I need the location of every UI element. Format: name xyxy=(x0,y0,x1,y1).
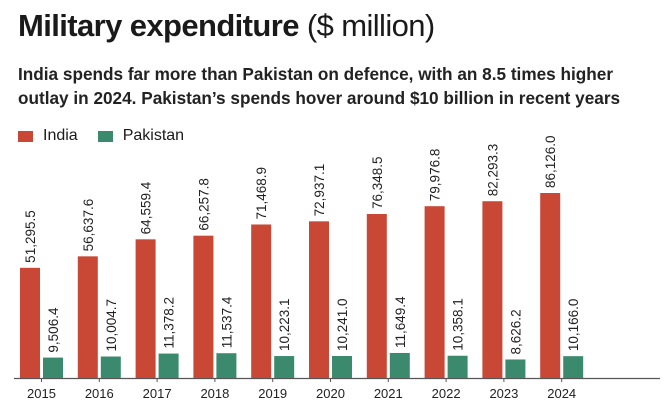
data-label-pakistan-2023: 8,626.2 xyxy=(508,309,523,354)
data-label-india-2018: 66,257.8 xyxy=(196,178,211,231)
bar-pakistan-2024 xyxy=(563,356,584,378)
data-label-india-2016: 56,637.6 xyxy=(81,199,96,252)
data-label-pakistan-2022: 10,358.1 xyxy=(451,298,466,351)
chart-subtitle: India spends far more than Pakistan on d… xyxy=(18,64,621,108)
legend-item-pakistan: Pakistan xyxy=(97,127,185,145)
x-tick-label-2018: 2018 xyxy=(200,386,229,401)
data-label-india-2022: 79,976.8 xyxy=(428,149,443,202)
x-tick-label-2024: 2024 xyxy=(547,386,576,401)
x-tick-label-2016: 2016 xyxy=(85,386,114,401)
bar-india-2023 xyxy=(482,201,503,378)
bar-pakistan-2017 xyxy=(158,353,179,378)
data-label-pakistan-2024: 10,166.0 xyxy=(566,299,581,352)
bar-india-2024 xyxy=(540,193,561,378)
data-label-india-2024: 86,126.0 xyxy=(543,135,558,188)
chart-title: Military expenditure ($ million) xyxy=(18,8,435,44)
legend-item-india: India xyxy=(18,127,78,145)
bar-pakistan-2019 xyxy=(274,356,295,378)
bar-india-2020 xyxy=(309,221,329,378)
data-label-pakistan-2017: 11,378.2 xyxy=(162,297,177,349)
x-tick-label-2021: 2021 xyxy=(374,386,403,401)
bar-india-2016 xyxy=(77,256,98,378)
x-tick-label-2019: 2019 xyxy=(258,386,287,401)
data-label-india-2017: 64,559.4 xyxy=(139,181,154,234)
data-label-india-2023: 82,293.3 xyxy=(485,144,500,197)
bar-india-2015 xyxy=(20,267,40,378)
x-tick-label-2017: 2017 xyxy=(143,386,172,401)
data-label-india-2015: 51,295.5 xyxy=(23,210,38,263)
data-label-india-2019: 71,468.9 xyxy=(254,167,269,220)
data-label-pakistan-2018: 11,537.4 xyxy=(219,296,234,348)
bar-pakistan-2023 xyxy=(505,359,526,378)
x-tick-label-2022: 2022 xyxy=(432,386,461,401)
x-tick-label-2023: 2023 xyxy=(489,386,518,401)
x-tick-label-2015: 2015 xyxy=(27,386,56,401)
data-label-india-2020: 72,937.1 xyxy=(312,164,327,217)
bar-india-2017 xyxy=(135,239,156,378)
x-tick-label-2020: 2020 xyxy=(316,386,345,401)
data-label-pakistan-2015: 9,506.4 xyxy=(46,307,61,353)
bar-pakistan-2015 xyxy=(43,357,63,378)
bar-pakistan-2018 xyxy=(216,353,237,378)
data-label-pakistan-2021: 11,649.4 xyxy=(393,296,408,348)
data-label-pakistan-2019: 10,223.1 xyxy=(277,298,292,351)
legend: India Pakistan xyxy=(18,127,204,145)
legend-label-india: India xyxy=(43,127,78,144)
chart-title-text: Military expenditure xyxy=(18,8,299,43)
chart-title-unit: ($ million) xyxy=(306,8,435,43)
bar-pakistan-2016 xyxy=(100,356,121,378)
data-label-pakistan-2016: 10,004.7 xyxy=(104,299,119,352)
bar-india-2019 xyxy=(251,224,272,378)
legend-swatch-india xyxy=(18,130,33,142)
data-label-india-2021: 76,348.5 xyxy=(370,156,385,209)
bar-india-2021 xyxy=(366,214,387,378)
bar-india-2022 xyxy=(424,206,445,378)
bar-pakistan-2021 xyxy=(389,352,410,378)
bar-pakistan-2020 xyxy=(332,356,352,378)
bar-india-2018 xyxy=(193,235,214,378)
bar-pakistan-2022 xyxy=(447,355,468,378)
legend-swatch-pakistan xyxy=(97,130,113,142)
data-label-pakistan-2020: 10,241.0 xyxy=(335,298,350,351)
legend-label-pakistan: Pakistan xyxy=(122,127,185,144)
